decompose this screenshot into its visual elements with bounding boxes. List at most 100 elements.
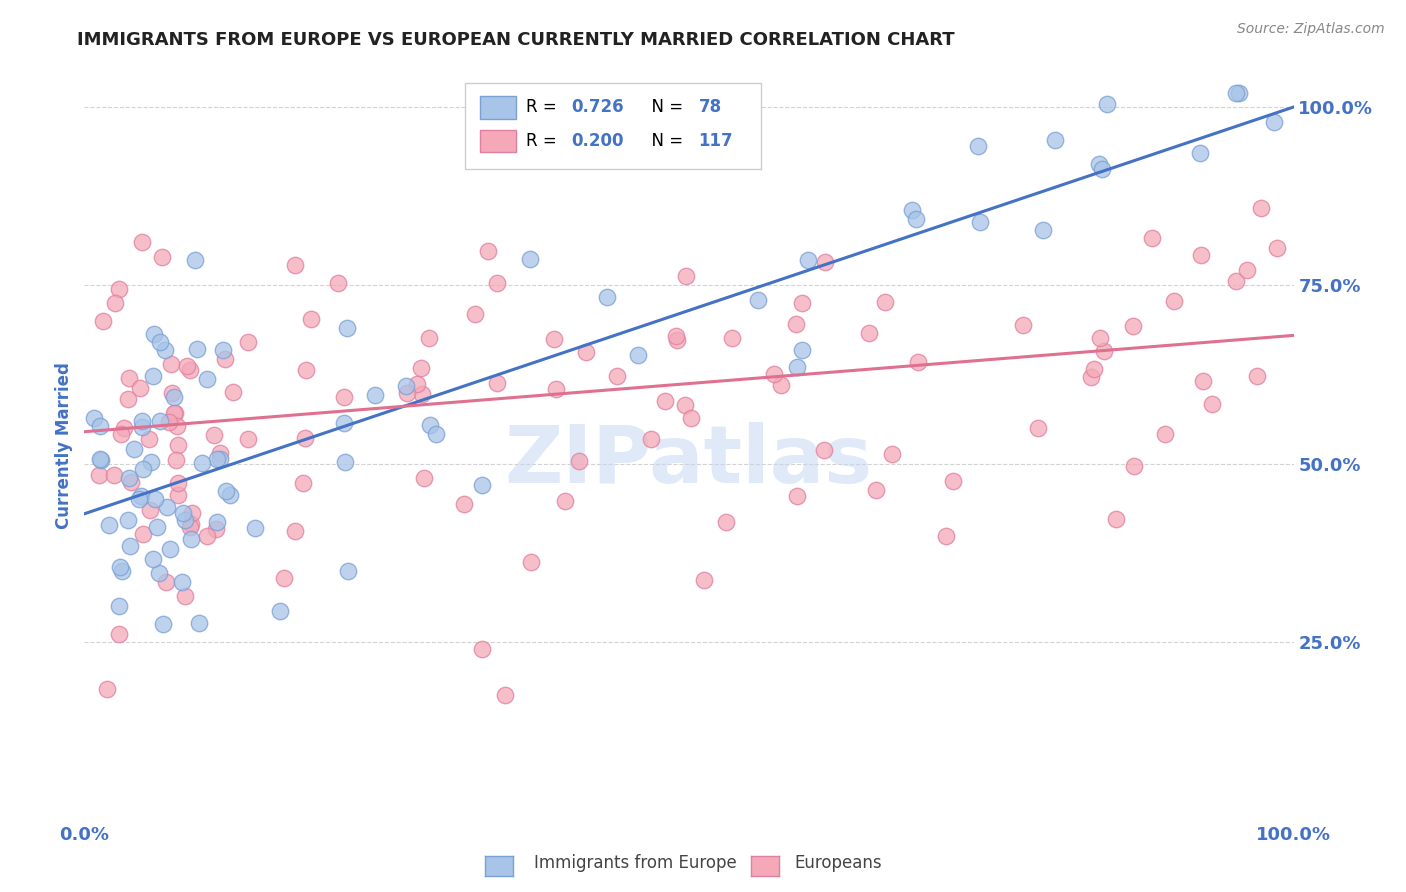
Point <box>1250 202 1272 216</box>
Point <box>179 520 201 534</box>
Point <box>191 456 214 470</box>
Point <box>1188 146 1211 161</box>
Point <box>544 382 567 396</box>
Point <box>187 615 209 630</box>
Point <box>405 376 427 391</box>
Point <box>195 529 218 543</box>
Point <box>174 589 197 603</box>
Point <box>167 488 190 502</box>
Point <box>425 426 447 441</box>
Point <box>211 343 233 357</box>
Point <box>142 552 165 566</box>
Point <box>813 442 835 457</box>
Point <box>967 139 990 153</box>
Point <box>1225 86 1247 100</box>
Point <box>205 516 228 530</box>
Point <box>470 477 492 491</box>
Point <box>149 335 172 350</box>
Text: ZIPatlas: ZIPatlas <box>505 422 873 500</box>
Point <box>858 326 880 341</box>
Point <box>1191 374 1213 388</box>
Point <box>627 348 650 362</box>
Point <box>108 599 131 613</box>
Text: Europeans: Europeans <box>794 855 882 872</box>
Point <box>337 564 360 578</box>
Point <box>243 521 266 535</box>
Text: Source: ZipAtlas.com: Source: ZipAtlas.com <box>1237 22 1385 37</box>
Point <box>792 343 814 358</box>
Point <box>129 489 152 503</box>
Point <box>284 259 307 273</box>
Text: R =: R = <box>526 132 562 150</box>
Point <box>202 428 225 442</box>
Point <box>1087 157 1109 171</box>
Point <box>1088 330 1111 344</box>
Text: 78: 78 <box>699 98 721 116</box>
Point <box>97 518 120 533</box>
Point <box>112 420 135 434</box>
Point <box>208 452 231 467</box>
Point <box>418 417 440 432</box>
Point <box>1105 512 1128 526</box>
Point <box>292 476 315 491</box>
Point <box>173 513 195 527</box>
Point <box>236 432 259 446</box>
Point <box>122 442 145 456</box>
Point <box>814 255 837 269</box>
Point <box>714 515 737 529</box>
Point <box>901 202 924 217</box>
Point <box>1201 397 1223 411</box>
Point <box>155 343 177 358</box>
Point <box>128 381 150 395</box>
Point <box>942 474 965 488</box>
Point <box>172 506 194 520</box>
Point <box>157 415 180 429</box>
Point <box>110 426 132 441</box>
Point <box>328 277 350 291</box>
Point <box>89 452 111 467</box>
Point <box>486 276 509 290</box>
Point <box>83 411 105 425</box>
Point <box>142 369 165 384</box>
Point <box>141 455 163 469</box>
Point <box>1265 241 1288 255</box>
Point <box>195 371 218 385</box>
Point <box>215 483 238 498</box>
Point <box>295 362 318 376</box>
Point <box>1045 133 1067 147</box>
Point <box>1246 368 1268 383</box>
Point <box>159 541 181 556</box>
Point <box>163 390 186 404</box>
Point <box>269 603 291 617</box>
Point <box>218 488 240 502</box>
Point <box>238 335 260 350</box>
Point <box>675 269 697 284</box>
Point <box>554 494 576 508</box>
Point <box>1123 458 1146 473</box>
Point <box>471 642 494 657</box>
Point <box>1225 274 1247 288</box>
Text: R =: R = <box>526 98 562 116</box>
Text: 0.726: 0.726 <box>572 98 624 116</box>
Point <box>904 211 927 226</box>
Point <box>166 418 188 433</box>
Point <box>747 293 769 308</box>
Text: IMMIGRANTS FROM EUROPE VS EUROPEAN CURRENTLY MARRIED CORRELATION CHART: IMMIGRANTS FROM EUROPE VS EUROPEAN CURRE… <box>77 31 955 49</box>
Point <box>149 414 172 428</box>
Point <box>145 491 167 506</box>
Point <box>873 295 896 310</box>
Point <box>273 571 295 585</box>
Point <box>333 391 356 405</box>
Point <box>1092 344 1115 359</box>
Point <box>418 331 440 345</box>
Text: N =: N = <box>641 132 688 150</box>
Point <box>969 215 991 229</box>
Point <box>1026 421 1049 435</box>
Point <box>336 320 359 334</box>
Bar <box>479 96 516 119</box>
Point <box>395 386 418 401</box>
Point <box>180 532 202 546</box>
Point <box>299 312 322 326</box>
Point <box>166 476 188 491</box>
Point <box>519 252 541 266</box>
